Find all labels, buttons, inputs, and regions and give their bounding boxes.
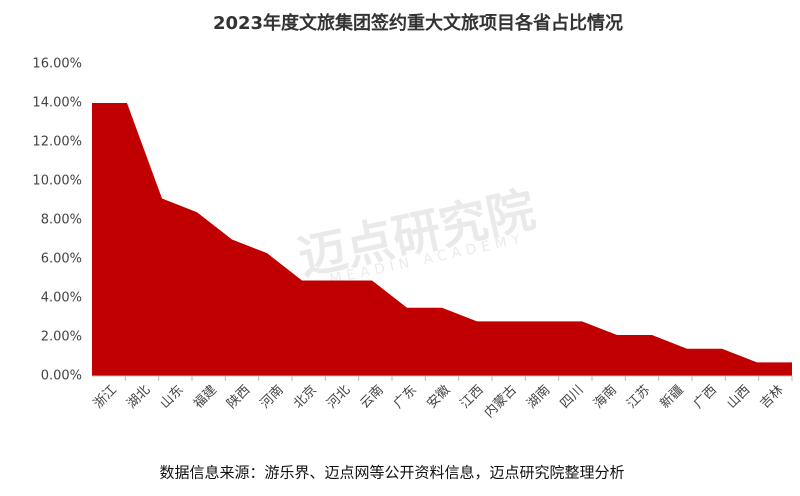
y-tick-label: 2.00% xyxy=(41,330,82,345)
y-tick-label: 16.00% xyxy=(32,57,82,72)
source-note: 数据信息来源：游乐界、迈点网等公开资料信息，迈点研究院整理分析 xyxy=(159,464,624,482)
y-tick-label: 8.00% xyxy=(41,213,82,228)
y-tick-label: 6.00% xyxy=(41,252,82,267)
x-tick-label: 广东 xyxy=(391,383,420,412)
x-tick-label: 河南 xyxy=(257,382,287,412)
x-tick-label: 山西 xyxy=(724,383,753,412)
x-tick-label: 江西 xyxy=(458,383,487,412)
x-tick-label: 云南 xyxy=(357,382,387,412)
y-tick-label: 12.00% xyxy=(32,135,82,150)
x-tick-label: 吉林 xyxy=(758,383,787,412)
x-tick-label: 新疆 xyxy=(657,382,687,412)
x-tick-label: 福建 xyxy=(191,383,220,412)
x-tick-label: 内蒙古 xyxy=(481,382,520,421)
x-tick-label: 浙江 xyxy=(91,383,120,412)
x-tick-label: 江苏 xyxy=(624,382,654,412)
x-tick-label: 陕西 xyxy=(224,383,253,412)
x-tick-label: 海南 xyxy=(590,382,620,412)
chart-title: 2023年度文旅集团签约重大文旅项目各省占比情况 xyxy=(213,12,623,34)
y-tick-label: 0.00% xyxy=(41,369,82,384)
y-tick-label: 4.00% xyxy=(41,291,82,306)
y-tick-label: 10.00% xyxy=(32,174,82,189)
x-tick-label: 山东 xyxy=(158,383,187,412)
y-tick-label: 14.00% xyxy=(32,96,82,111)
x-tick-label: 河北 xyxy=(324,383,353,412)
x-tick-label: 广西 xyxy=(691,383,720,412)
x-tick-label: 四川 xyxy=(558,383,587,412)
x-tick-label: 北京 xyxy=(291,383,320,412)
x-tick-label: 湖南 xyxy=(524,382,554,412)
area xyxy=(92,103,792,376)
x-tick-label: 安徽 xyxy=(424,383,453,412)
x-tick-label: 湖北 xyxy=(124,383,153,412)
